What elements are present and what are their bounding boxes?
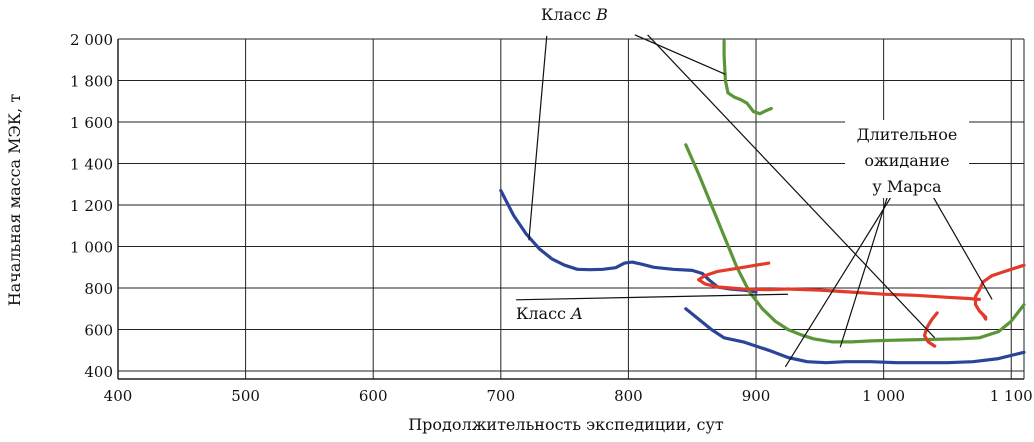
annotation-class-a: Класс A: [512, 302, 598, 324]
x-tick-label: 600: [359, 387, 388, 405]
series-line-green-2: [684, 143, 1026, 344]
x-tick-label: 800: [614, 387, 643, 405]
y-tick-label: 1 600: [70, 114, 113, 132]
svg-text:ожидание: ожидание: [864, 151, 949, 170]
leader-line: [516, 293, 788, 301]
annotation-long-wait-mars: Длительное ожидание у Марса: [845, 120, 969, 198]
x-tick-label: 500: [231, 387, 260, 405]
svg-text:Длительное: Длительное: [857, 125, 958, 144]
y-axis-label: Начальная масса МЭК, т: [5, 94, 24, 307]
y-tick-label: 600: [84, 322, 113, 340]
annotation-leader-lines: [516, 34, 993, 368]
x-tick-label: 700: [486, 387, 515, 405]
x-tick-label: 900: [742, 387, 771, 405]
tick-labels: 400 500 600 700 800 900 1 000 1 100 400 600 800 1 0…: [70, 31, 1033, 405]
series-line-blue-2: [684, 307, 1026, 365]
leader-line: [634, 34, 726, 75]
x-tick-label: 1 100: [990, 387, 1033, 405]
leader-line: [647, 34, 936, 339]
series-line-red-5: [977, 309, 988, 321]
series-line-red-4: [973, 263, 1026, 319]
annotation-class-b: Класс B: [537, 3, 619, 25]
svg-text:Класс A: Класс A: [516, 304, 583, 323]
svg-text:у Марса: у Марса: [872, 177, 942, 196]
y-tick-label: 2 000: [70, 31, 113, 49]
x-tick-label: 400: [104, 387, 133, 405]
x-tick-label: 1 000: [862, 387, 905, 405]
leader-line: [528, 35, 548, 241]
series-line-green-1: [722, 39, 773, 116]
x-axis-label: Продолжительность экспедиции, сут: [408, 415, 724, 434]
y-tick-label: 1 400: [70, 156, 113, 174]
series-line-blue-1: [499, 188, 758, 294]
y-tick-label: 400: [84, 363, 113, 381]
y-tick-label: 1 800: [70, 73, 113, 91]
y-tick-label: 1 000: [70, 239, 113, 257]
series-line-red-1: [696, 261, 790, 292]
leader-line: [927, 188, 993, 300]
data-series: [499, 39, 1026, 365]
svg-text:Класс B: Класс B: [541, 5, 608, 24]
series-line-red-2: [786, 287, 981, 301]
leader-line: [784, 188, 897, 368]
y-tick-label: 800: [84, 280, 113, 298]
grid-lines: [117, 38, 1025, 380]
y-tick-label: 1 200: [70, 197, 113, 215]
series-line-red-3: [922, 311, 939, 348]
leader-line: [839, 188, 891, 348]
